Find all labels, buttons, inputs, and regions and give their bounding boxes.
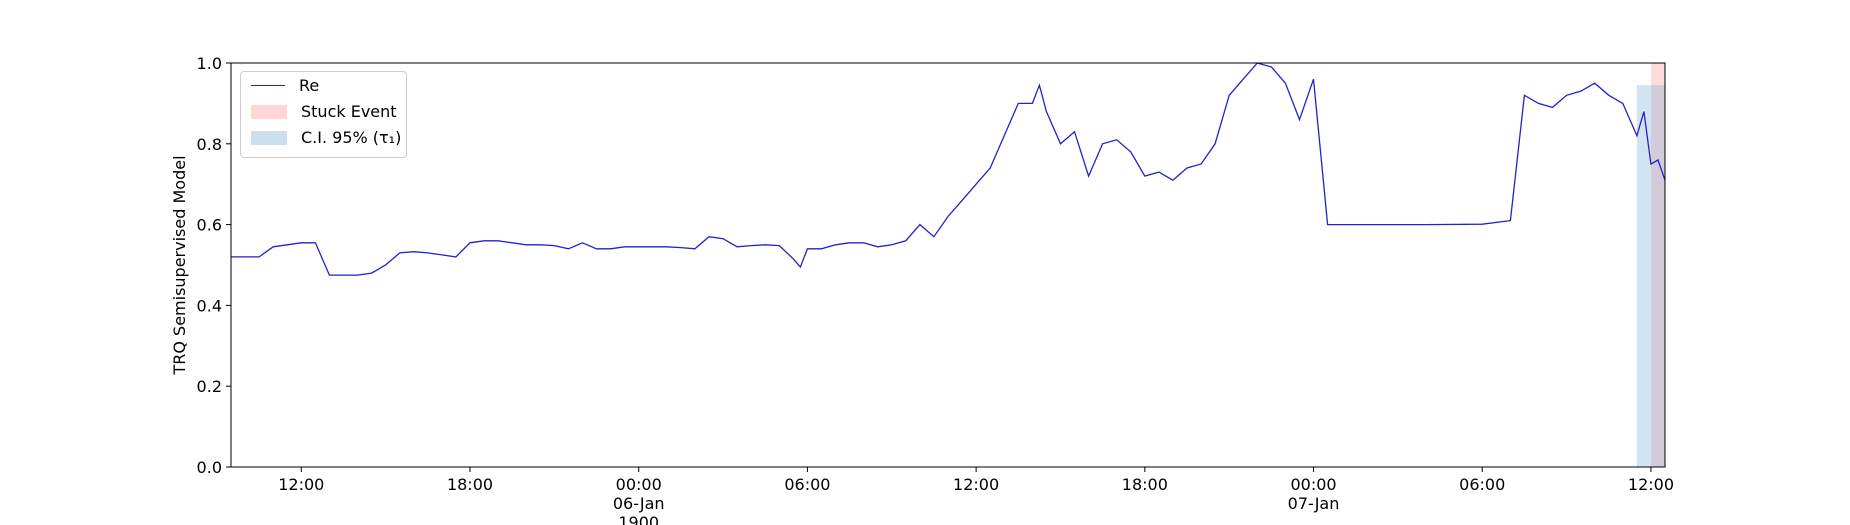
legend-item: Stuck Event [251, 102, 397, 121]
legend-label: Re [299, 76, 320, 95]
legend-item: C.I. 95% (τ₁) [251, 128, 401, 147]
plot-frame [230, 62, 1666, 468]
legend-swatch [251, 104, 287, 119]
y-tick-label: 0.8 [197, 135, 222, 154]
x-tick-label: 12:00 [278, 475, 325, 494]
y-tick-label: 1.0 [197, 54, 222, 73]
x-tick-label: 00:00 06-Jan 1900 [612, 475, 665, 525]
x-tick-label: 00:00 07-Jan [1287, 475, 1340, 513]
legend-swatch [251, 130, 287, 145]
legend-label: Stuck Event [301, 102, 397, 121]
x-tick-label: 18:00 [446, 475, 494, 494]
x-tick-label: 12:00 [1627, 475, 1674, 494]
x-tick-label: 18:00 [1121, 475, 1168, 494]
legend-label: C.I. 95% (τ₁) [301, 128, 402, 147]
x-tick-label: 06:00 [784, 475, 831, 494]
y-tick-label: 0.2 [197, 377, 222, 396]
shaded-span [1636, 85, 1665, 467]
y-tick-label: 0.0 [197, 458, 222, 477]
y-tick-label: 0.6 [197, 216, 222, 235]
x-tick-label: 12:00 [953, 475, 1000, 494]
legend-swatch [251, 85, 285, 86]
legend-item: Re [251, 76, 319, 95]
x-tick-label: 06:00 [1459, 475, 1506, 494]
shaded-span [1650, 63, 1665, 467]
y-axis-label: TRQ Semisupervised Model [170, 155, 189, 375]
legend: Re Stuck Event C.I. 95% (τ₁) [240, 71, 407, 158]
y-tick-label: 0.4 [197, 296, 222, 315]
data-line [231, 62, 1666, 276]
